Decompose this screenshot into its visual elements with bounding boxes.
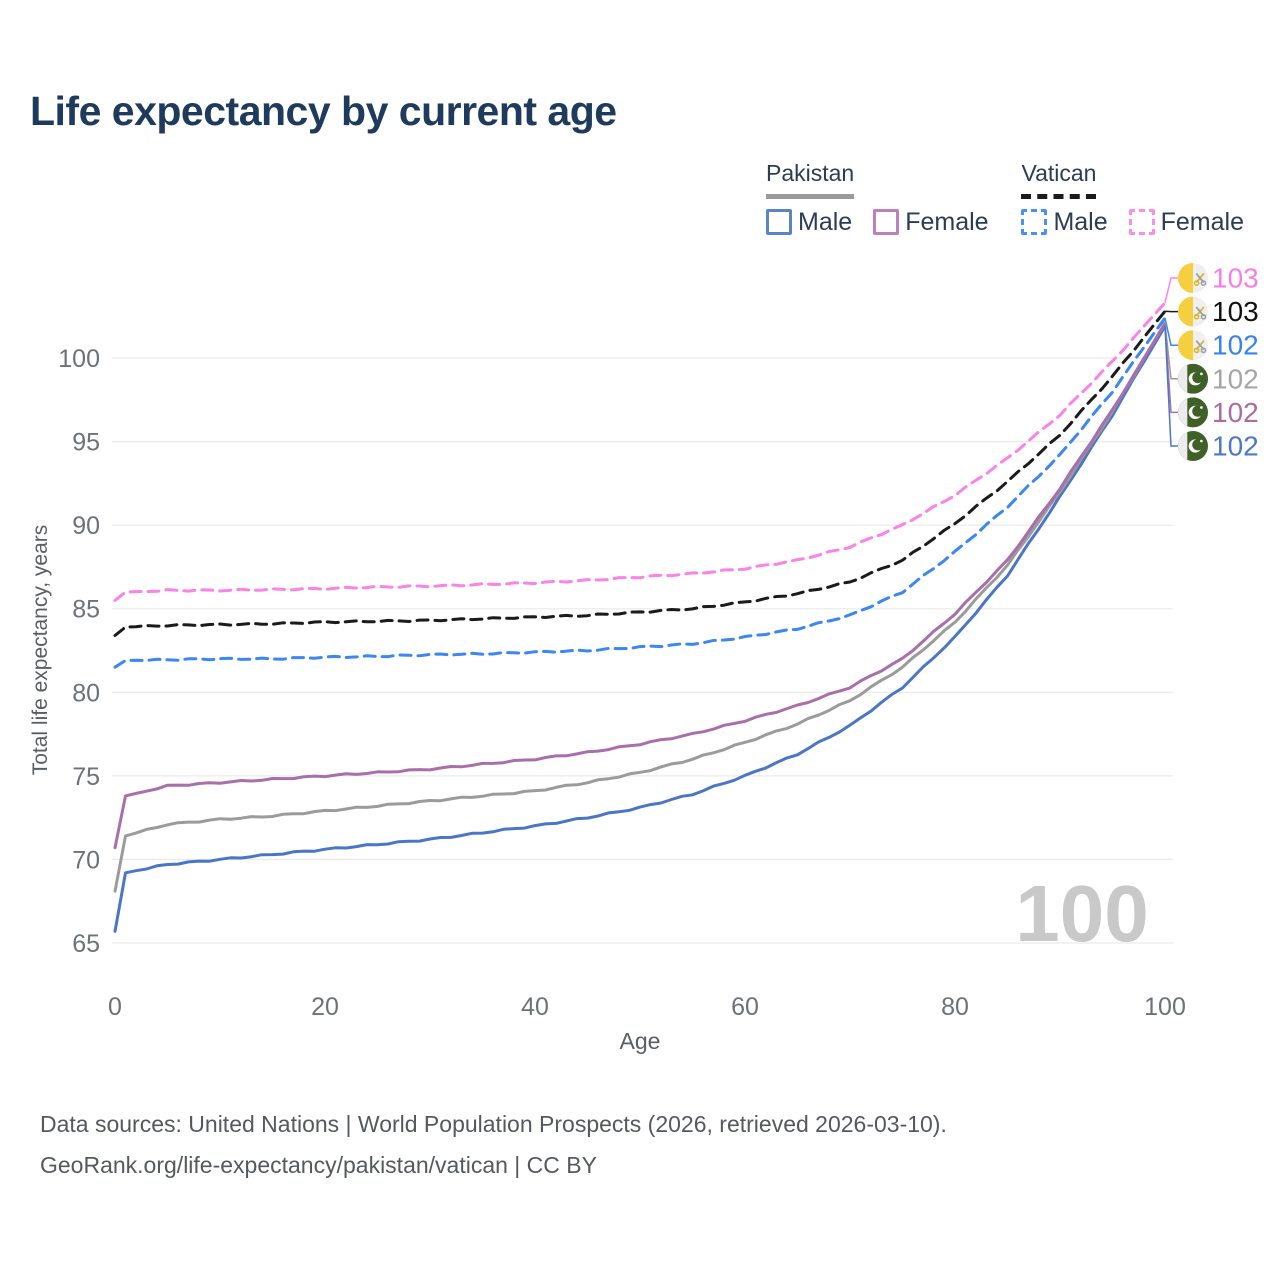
end-value-label-vatican-male: 102 (1212, 330, 1259, 361)
plot-area[interactable] (115, 290, 1165, 943)
legend-item-vatican-male[interactable]: Male (1021, 207, 1108, 237)
legend-title-pakistan[interactable]: Pakistan (766, 160, 855, 199)
vatican-flag-icon (1178, 296, 1208, 327)
x-axis-title: Age (620, 1028, 661, 1054)
vatican-flag-icon (1178, 263, 1208, 293)
y-tick-label: 75 (72, 763, 100, 791)
series-line-vatican-female (113, 301, 1167, 602)
end-label-leader-vatican-female (1164, 277, 1178, 303)
pakistan-flag-icon (1178, 363, 1208, 394)
end-value-label-vatican-female: 103 (1212, 263, 1259, 294)
legend-items-vatican: Male Female (1021, 208, 1244, 237)
end-label-leader-pakistan-male (1164, 326, 1178, 447)
y-tick-label: 100 (58, 345, 100, 373)
series-line-vatican-overall (113, 309, 1167, 637)
legend-label-vatican-female: Female (1160, 207, 1244, 236)
data-sources-line: Data sources: United Nations | World Pop… (40, 1111, 947, 1137)
footer: Data sources: United Nations | World Pop… (40, 1104, 1240, 1186)
legend-group-pakistan: Pakistan Male Female (766, 160, 989, 237)
vatican-flag-icon (1178, 330, 1208, 361)
end-value-label-vatican-overall: 103 (1212, 296, 1259, 327)
series-line-pakistan-female (113, 322, 1167, 850)
x-tick-label: 20 (311, 993, 339, 1021)
x-tick-label: 0 (108, 993, 122, 1021)
legend-items-pakistan: Male Female (766, 208, 989, 237)
y-tick-label: 70 (72, 846, 100, 874)
end-label-leader-vatican-male (1164, 317, 1178, 346)
x-tick-label: 80 (941, 993, 969, 1021)
end-label-leader-pakistan-overall (1164, 322, 1178, 380)
page-title: Life expectancy by current age (30, 88, 617, 134)
vatican-female-swatch-icon (1128, 209, 1155, 236)
legend-item-pakistan-male[interactable]: Male (766, 208, 852, 237)
legend-group-vatican: Vatican Male Female (1021, 160, 1244, 237)
legend-label-pakistan-female: Female (905, 207, 989, 236)
end-value-label-pakistan-overall: 102 (1212, 363, 1259, 394)
series-line-pakistan-overall (113, 321, 1167, 893)
y-tick-label: 85 (72, 596, 100, 624)
legend-title-vatican[interactable]: Vatican (1021, 160, 1097, 199)
y-tick-label: 65 (72, 930, 100, 958)
legend-label-pakistan-male: Male (798, 207, 853, 236)
x-tick-label: 100 (1144, 993, 1186, 1021)
legend-item-pakistan-female[interactable]: Female (873, 207, 989, 237)
x-tick-label: 40 (521, 993, 549, 1021)
y-axis-title: Total life expectancy, years (29, 525, 52, 776)
hover-age-watermark: 100 (1015, 869, 1148, 958)
y-tick-label: 90 (72, 512, 100, 540)
legend-label-vatican-male: Male (1053, 207, 1108, 236)
vatican-male-swatch-icon (1021, 209, 1048, 236)
legend: Pakistan Male Female Vatican Male Female (766, 160, 1244, 237)
attribution-line: GeoRank.org/life-expectancy/pakistan/vat… (40, 1152, 597, 1178)
y-tick-label: 95 (72, 429, 100, 457)
end-value-label-pakistan-female: 102 (1212, 397, 1259, 428)
pakistan-flag-icon (1178, 431, 1208, 461)
x-tick-label: 60 (731, 993, 759, 1021)
pakistan-flag-icon (1178, 397, 1208, 428)
y-tick-label: 80 (72, 679, 100, 707)
series-line-vatican-male (113, 316, 1167, 669)
end-value-label-pakistan-male: 102 (1212, 431, 1259, 462)
pakistan-female-swatch-icon (873, 209, 900, 236)
legend-item-vatican-female[interactable]: Female (1128, 207, 1244, 237)
series-line-pakistan-male (113, 324, 1167, 933)
pakistan-male-swatch-icon (766, 209, 792, 236)
